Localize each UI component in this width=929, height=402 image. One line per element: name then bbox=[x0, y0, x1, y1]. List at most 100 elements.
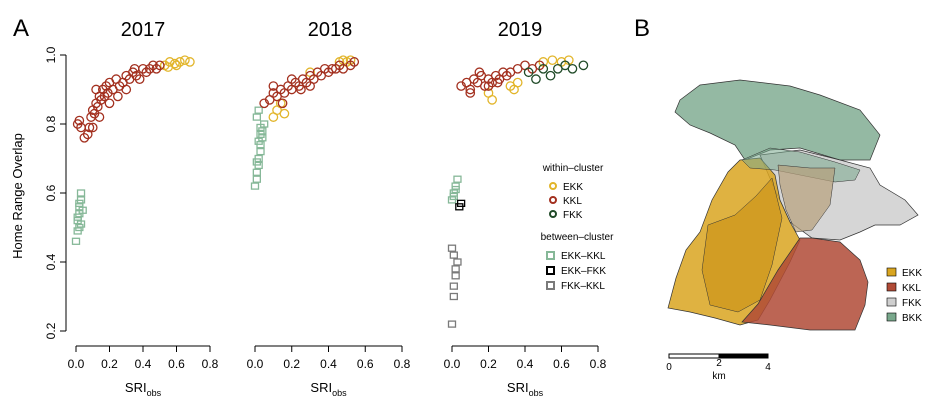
scale-unit: km bbox=[712, 371, 725, 382]
x-tick-label: 0.4 bbox=[517, 357, 534, 371]
x-axis-label: SRIobs bbox=[507, 380, 544, 398]
series-ekk bbox=[268, 55, 356, 122]
point-ekk-kkl bbox=[254, 106, 263, 114]
point-kkl bbox=[349, 57, 360, 67]
point-kkl bbox=[474, 67, 485, 78]
point-kkl bbox=[79, 132, 90, 143]
map-legend-ekk: EKK bbox=[902, 268, 922, 279]
point-kkl bbox=[134, 74, 145, 85]
legend-ekk-fkk-label: EKK–FKK bbox=[561, 266, 606, 277]
legend-within-title: within–cluster bbox=[542, 163, 604, 174]
series-ekk-kkl bbox=[447, 175, 462, 204]
point-ekk-kkl bbox=[76, 220, 86, 228]
y-tick-label: 0.8 bbox=[44, 115, 58, 132]
point-kkl bbox=[305, 81, 315, 91]
legend-fkk-label: FKK bbox=[563, 210, 583, 221]
point-ekk-kkl bbox=[252, 158, 261, 166]
point-kkl bbox=[94, 112, 105, 122]
series-fkk-kkl bbox=[447, 244, 462, 328]
point-kkl bbox=[465, 88, 476, 98]
legend-ekk-marker bbox=[549, 182, 557, 190]
territory-map bbox=[667, 79, 919, 331]
map-legend-bkk: BKK bbox=[902, 313, 922, 324]
legend-ekk-kkl-label: EKK–KKL bbox=[561, 251, 606, 262]
y-tick-label: 0.6 bbox=[44, 184, 58, 201]
point-ekk bbox=[171, 60, 182, 71]
x-tick-label: 0.6 bbox=[553, 357, 570, 371]
map-legend: EKK KKL FKK BKK bbox=[886, 267, 922, 324]
legend: within–cluster EKK KKL FKK between–clust… bbox=[541, 163, 614, 292]
point-kkl bbox=[84, 122, 95, 133]
x-tick-label: 0.8 bbox=[394, 357, 411, 371]
map-legend-swatch-ekk bbox=[886, 267, 897, 277]
map-legend-kkl: KKL bbox=[902, 283, 921, 294]
point-kkl bbox=[87, 122, 98, 133]
map-ekk-core bbox=[701, 177, 783, 313]
point-fkk-kkl bbox=[447, 244, 457, 252]
legend-fkk-marker bbox=[549, 210, 557, 218]
x-tick-label: 0.6 bbox=[357, 357, 374, 371]
point-ekk-kkl bbox=[75, 199, 84, 208]
point-ekk-kkl bbox=[449, 192, 458, 201]
y-axis: 0.2 0.4 0.6 0.8 1.0 bbox=[44, 46, 67, 339]
point-kkl bbox=[268, 81, 279, 91]
map-legend-swatch-kkl bbox=[886, 282, 897, 292]
point-ekk bbox=[180, 55, 190, 66]
series-ekk-fkk bbox=[455, 199, 466, 211]
x-tick-label: 0.2 bbox=[480, 357, 497, 371]
point-ekk-kkl bbox=[252, 113, 261, 121]
point-kkl bbox=[131, 70, 142, 81]
x-tick-label: 0.0 bbox=[247, 357, 264, 371]
x-tick-label: 0.6 bbox=[168, 357, 185, 371]
point-ekk-kkl bbox=[250, 182, 260, 190]
point-kkl bbox=[121, 84, 132, 95]
y-tick-label: 1.0 bbox=[44, 46, 58, 63]
map-region-bkk bbox=[674, 79, 881, 161]
panel-title: 2018 bbox=[308, 19, 353, 41]
point-kkl bbox=[483, 81, 494, 91]
panel-title: 2019 bbox=[498, 19, 543, 41]
point-kkl bbox=[277, 98, 288, 109]
scale-label-4: 4 bbox=[765, 362, 771, 373]
panel-label-b: B bbox=[634, 15, 650, 42]
point-ekk-kkl bbox=[453, 175, 462, 183]
point-kkl bbox=[104, 98, 115, 109]
point-fkk bbox=[538, 63, 549, 74]
x-tick-label: 0.4 bbox=[320, 357, 337, 371]
legend-fkk-kkl-label: FKK–KKL bbox=[561, 281, 605, 292]
map-legend-fkk: FKK bbox=[902, 298, 922, 309]
point-ekk-kkl bbox=[252, 175, 261, 183]
x-tick-label: 0.2 bbox=[283, 357, 300, 371]
series-ekk-kkl bbox=[71, 189, 87, 245]
point-ekk-kkl bbox=[256, 130, 265, 139]
y-tick-label: 0.4 bbox=[44, 253, 58, 270]
x-tick-label: 0.8 bbox=[590, 357, 607, 371]
panel-label-a: A bbox=[13, 15, 29, 42]
point-kkl bbox=[82, 129, 93, 140]
panel-2017: 2017 0.0 0.2 0.4 0.6 0.8 SRIobs bbox=[68, 19, 219, 398]
point-fkk-kkl bbox=[451, 265, 460, 273]
point-ekk-kkl bbox=[254, 137, 263, 145]
x-tick-label: 0.0 bbox=[68, 357, 85, 371]
point-ekk-kkl bbox=[256, 147, 265, 156]
scatter-plots: 2017 0.0 0.2 0.4 0.6 0.8 SRIobs 2018 0.0 0.2 0.4 0.… bbox=[68, 19, 607, 398]
point-ekk bbox=[487, 95, 497, 105]
point-kkl bbox=[102, 88, 113, 98]
legend-ekk-fkk-marker bbox=[546, 266, 555, 275]
map-overlap-core bbox=[777, 164, 836, 233]
x-axis-label: SRIobs bbox=[310, 380, 347, 398]
series-kkl bbox=[72, 60, 165, 143]
point-ekk bbox=[175, 57, 185, 67]
point-kkl bbox=[492, 77, 503, 88]
point-ekk bbox=[547, 55, 558, 66]
map-region-kkl bbox=[741, 237, 869, 331]
point-ekk bbox=[279, 108, 290, 119]
point-fkk-kkl bbox=[453, 258, 462, 266]
scale-label-0: 0 bbox=[666, 362, 672, 373]
series-ekk bbox=[483, 55, 574, 105]
map-legend-swatch-bkk bbox=[886, 312, 897, 322]
point-ekk-kkl bbox=[256, 123, 265, 132]
x-tick-label: 0.2 bbox=[101, 357, 118, 371]
point-kkl bbox=[465, 84, 476, 95]
